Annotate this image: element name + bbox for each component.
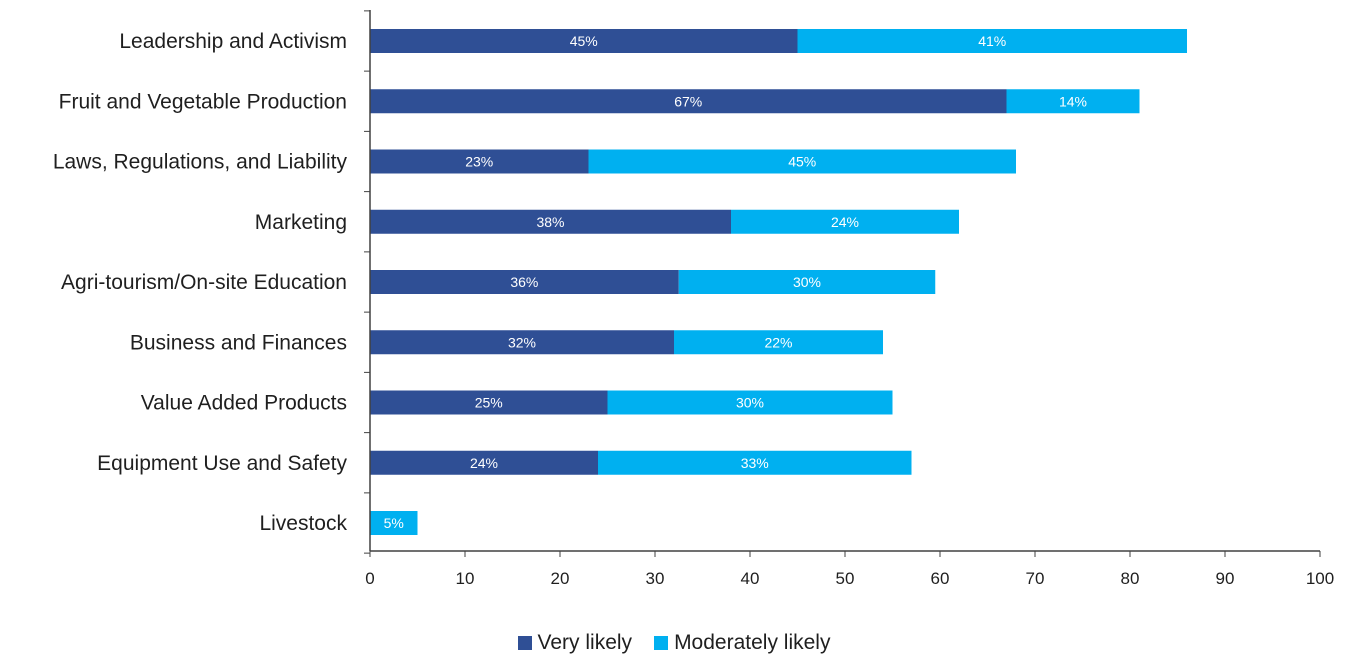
bar-segment	[370, 209, 731, 234]
bar-segment	[731, 209, 959, 234]
bar-segment	[1006, 89, 1140, 114]
category-label: Leadership and Activism	[119, 30, 347, 53]
category-label: Marketing	[255, 211, 347, 234]
category-label: Equipment Use and Safety	[97, 452, 347, 475]
legend-swatch-very-likely	[517, 636, 532, 650]
legend-label-very-likely: Very likely	[537, 631, 633, 654]
data-label: 25%	[475, 395, 503, 411]
x-tick-label: 100	[1306, 569, 1334, 588]
legend: Very likely Moderately likely	[0, 628, 1348, 658]
x-tick-label: 70	[1026, 569, 1045, 588]
data-label: 36%	[510, 274, 538, 290]
x-tick-label: 50	[836, 569, 855, 588]
x-tick-label: 60	[931, 569, 950, 588]
data-label: 14%	[1059, 93, 1087, 109]
bar-segment	[674, 330, 883, 355]
bar-segment	[598, 450, 912, 475]
category-label: Value Added Products	[141, 392, 347, 415]
data-label: 22%	[764, 334, 792, 350]
category-label: Fruit and Vegetable Production	[59, 90, 347, 113]
legend-label-moderately-likely: Moderately likely	[674, 631, 831, 654]
data-label: 30%	[793, 274, 821, 290]
bar-segment	[370, 89, 1007, 114]
data-label: 24%	[831, 214, 859, 230]
data-label: 45%	[788, 154, 816, 170]
data-label: 41%	[978, 33, 1006, 49]
bar-segment	[370, 450, 598, 475]
bar-segment	[370, 270, 679, 294]
bar-segment	[678, 270, 936, 294]
data-label: 32%	[508, 334, 536, 350]
x-tick-label: 30	[646, 569, 665, 588]
data-label: 24%	[470, 455, 498, 471]
x-tick-label: 80	[1121, 569, 1140, 588]
x-tick-label: 90	[1216, 569, 1235, 588]
category-label: Livestock	[259, 512, 347, 535]
bar-segment	[607, 390, 893, 415]
data-label: 45%	[570, 33, 598, 49]
x-tick-label: 0	[365, 569, 374, 588]
data-label: 67%	[674, 93, 702, 109]
bar-segment	[370, 149, 589, 174]
legend-swatch-moderately-likely	[654, 636, 669, 650]
bar-segment	[370, 390, 608, 415]
x-tick-label: 40	[741, 569, 760, 588]
bar-segment	[370, 29, 798, 53]
data-label: 33%	[741, 455, 769, 471]
bar-segment	[370, 330, 674, 355]
stacked-bar-chart: 45% 41% Leadership and Activism 67% 14% Fruit…	[53, 10, 1334, 588]
x-tick-label: 20	[551, 569, 570, 588]
data-label: 5%	[384, 515, 404, 531]
bar-segment	[370, 511, 418, 535]
x-tick-label: 10	[456, 569, 475, 588]
category-label: Laws, Regulations, and Liability	[53, 151, 348, 174]
data-label: 38%	[536, 214, 564, 230]
data-label: 30%	[736, 395, 764, 411]
category-label: Business and Finances	[130, 331, 347, 354]
bar-segment	[797, 29, 1187, 53]
legend-item-very-likely: Very likely	[517, 631, 633, 655]
data-label: 23%	[465, 154, 493, 170]
legend-item-moderately-likely: Moderately likely	[654, 631, 830, 655]
bar-segment	[588, 149, 1016, 174]
category-label: Agri-tourism/On-site Education	[61, 271, 347, 294]
